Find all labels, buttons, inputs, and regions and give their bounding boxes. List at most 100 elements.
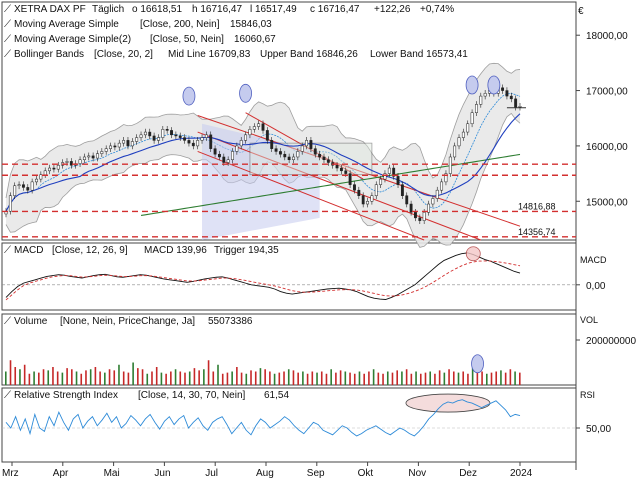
candle-body — [139, 134, 143, 138]
candle-body — [52, 167, 56, 170]
volume-bar — [500, 370, 502, 385]
candle-body — [213, 148, 217, 155]
volume-bar — [28, 373, 31, 385]
candle-body — [339, 167, 343, 172]
volume-label: Volume — [14, 316, 48, 327]
candle-body — [248, 129, 252, 136]
candle-body — [322, 156, 326, 160]
change-value: +122,26 — [374, 4, 411, 15]
candle-body — [418, 217, 422, 221]
candle-body — [183, 137, 187, 141]
volume-bar — [429, 371, 432, 385]
candle-body — [479, 95, 483, 105]
x-tick-label: Dez — [459, 468, 477, 479]
level-label: 14816,88 — [518, 201, 556, 211]
candle-body — [35, 178, 38, 183]
legend-icon-row4: ⟋ — [4, 49, 11, 60]
volume-legend-icon: ⟋ — [4, 316, 11, 327]
price-y-tick-label: 18000,00 — [586, 31, 628, 42]
legend-icon-row1: ⟋ — [4, 4, 11, 15]
level-label: 14356,74 — [518, 227, 556, 237]
interval: Täglich — [92, 4, 124, 15]
rsi-legend: ⟋ Relative Strength Index [Close, 14, 30… — [4, 390, 289, 401]
volume-bar — [146, 373, 149, 385]
candle-body — [113, 145, 117, 148]
macd-trigger-line — [5, 260, 521, 301]
volume-bar — [94, 367, 97, 385]
volume-bar — [504, 372, 507, 385]
low-value: l 16517,49 — [250, 4, 297, 15]
volume-bar — [85, 370, 87, 385]
candle-body — [296, 151, 300, 158]
candle-body — [344, 170, 348, 174]
volume-bar — [292, 370, 295, 385]
x-tick-label: Mrz — [2, 468, 19, 479]
volume-bar — [151, 371, 153, 385]
candle-body — [440, 181, 444, 191]
rsi-legend-icon: ⟋ — [4, 390, 11, 401]
volume-bar — [519, 372, 521, 385]
candle-body — [165, 129, 169, 131]
volume-bar — [71, 369, 73, 385]
volume-bar — [302, 371, 304, 385]
candle-body — [457, 137, 461, 147]
candle-body — [252, 126, 256, 130]
volume-bar — [278, 372, 281, 385]
candle-body — [244, 134, 248, 141]
rsi-overbought-highlight — [405, 393, 491, 413]
ma50-label: Moving Average Simple(2) — [14, 34, 131, 45]
ma200-value: 15846,03 — [230, 19, 272, 30]
bollinger-params: [Close, 20, 2] — [94, 49, 153, 60]
volume-bar — [415, 371, 417, 385]
candle-body — [274, 148, 278, 152]
volume-bar — [9, 360, 12, 385]
volume-bar — [52, 367, 54, 385]
rsi-params: [Close, 14, 30, 70, Nein] — [138, 390, 246, 401]
candle-body — [309, 140, 313, 149]
bollinger-upper-line — [5, 62, 521, 199]
candle-body — [30, 181, 34, 191]
volume-bar — [259, 368, 262, 385]
candle-body — [305, 140, 308, 147]
candle-body — [470, 112, 474, 125]
volume-bar — [108, 369, 111, 385]
price-y-tick-label: 16000,00 — [586, 142, 628, 153]
candle-body — [326, 159, 330, 163]
bollinger-lower: Lower Band 16573,41 — [370, 49, 468, 60]
volume-bar — [457, 372, 460, 385]
x-tick-label: Aug — [256, 468, 274, 479]
x-axis: Mrz Apr Mai Jun Jul Aug Sep Okt Nov Dez 2024 — [2, 462, 533, 479]
macd-params: [Close, 12, 26, 9] — [52, 245, 128, 256]
legend-icon-row2: ⟋ — [4, 19, 11, 30]
volume-bar — [509, 369, 512, 385]
candle-body — [444, 173, 448, 183]
volume-bar — [335, 372, 337, 385]
volume-bar — [363, 373, 365, 385]
candle-body — [143, 131, 147, 136]
candle-body — [270, 140, 274, 149]
candle-body — [209, 134, 213, 149]
candle-body — [170, 130, 173, 136]
candle-body — [218, 153, 221, 158]
open-value: o 16618,51 — [132, 4, 182, 15]
volume-bar — [391, 372, 394, 385]
rsi-panel: 50,00 — [2, 393, 611, 437]
volume-bar — [462, 371, 465, 385]
volume-bar — [250, 370, 252, 385]
volume-bar — [99, 371, 101, 385]
volume-bar — [56, 371, 59, 385]
macd-peak-highlight — [465, 246, 481, 262]
candle-body — [82, 156, 86, 160]
volume-bar — [141, 369, 144, 385]
candle-body — [96, 153, 99, 159]
volume-bar — [339, 370, 342, 385]
volume-bar — [283, 371, 285, 385]
candle-body — [39, 174, 43, 180]
volume-bar — [42, 369, 45, 385]
volume-bar — [372, 369, 375, 385]
candle-body — [152, 135, 156, 141]
volume-bar — [170, 371, 172, 385]
bollinger-upper: Upper Band 16846,26 — [260, 49, 358, 60]
